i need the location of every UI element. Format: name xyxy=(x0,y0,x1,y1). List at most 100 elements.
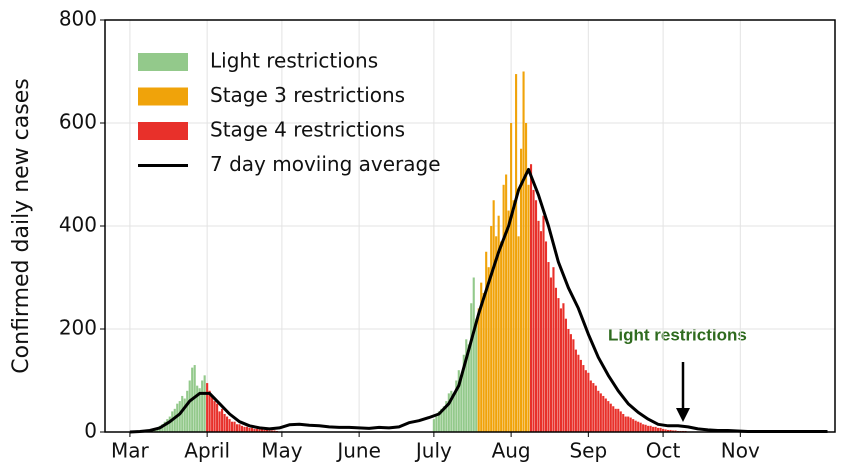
bar xyxy=(231,421,234,432)
bar xyxy=(627,416,630,432)
bar xyxy=(527,184,530,432)
bar xyxy=(669,429,672,432)
bar xyxy=(522,71,525,432)
bar xyxy=(198,388,201,432)
bar xyxy=(203,375,206,432)
bar xyxy=(467,344,470,432)
bar xyxy=(482,292,485,432)
bar xyxy=(579,359,582,432)
x-tick-label: July xyxy=(414,439,452,463)
x-tick-label: April xyxy=(184,439,230,463)
bar xyxy=(532,189,535,432)
bar xyxy=(644,424,647,432)
y-tick-label: 0 xyxy=(84,419,97,443)
bar xyxy=(221,408,224,432)
bar xyxy=(537,220,540,432)
bar xyxy=(659,427,662,432)
bar xyxy=(637,421,640,432)
bar xyxy=(235,424,239,432)
bar xyxy=(168,416,171,432)
bar xyxy=(440,408,443,432)
bar xyxy=(634,420,637,432)
bar xyxy=(562,303,565,432)
bar xyxy=(211,395,214,432)
bar xyxy=(510,123,513,432)
bar xyxy=(186,390,189,432)
y-tick-label: 400 xyxy=(59,213,97,237)
x-tick-label: Mar xyxy=(111,439,150,463)
bar xyxy=(542,215,545,432)
bar xyxy=(599,393,602,432)
bar xyxy=(549,277,553,432)
bar xyxy=(671,430,675,432)
bar xyxy=(529,164,533,432)
bar xyxy=(607,401,610,432)
bar xyxy=(505,174,508,432)
bar xyxy=(507,210,510,432)
bar xyxy=(587,372,590,432)
bar xyxy=(270,430,273,432)
annotation-arrowhead xyxy=(676,408,690,422)
bar xyxy=(674,430,677,432)
bar xyxy=(604,398,607,432)
bar xyxy=(233,421,236,432)
bar xyxy=(260,429,264,432)
bar xyxy=(572,339,575,432)
bar xyxy=(457,370,460,432)
bar xyxy=(515,74,518,432)
bar xyxy=(662,428,665,432)
plot-frame xyxy=(104,19,836,433)
bar xyxy=(557,298,560,432)
bar xyxy=(255,428,259,432)
bar xyxy=(547,262,550,432)
bar xyxy=(567,329,570,432)
bar xyxy=(592,383,595,432)
bar xyxy=(213,401,216,432)
y-axis-label: Confirmed daily new cases xyxy=(9,78,34,373)
bar xyxy=(539,231,543,432)
y-tick-label: 200 xyxy=(59,316,97,340)
bar xyxy=(435,416,438,432)
bar xyxy=(667,429,670,432)
bar xyxy=(432,419,435,432)
legend-label: Light restrictions xyxy=(210,49,378,73)
bar xyxy=(188,380,191,432)
bar xyxy=(206,383,209,432)
bar xyxy=(647,425,650,432)
bar xyxy=(559,308,562,432)
bar xyxy=(654,426,657,432)
bar xyxy=(502,184,505,432)
bar xyxy=(612,406,615,432)
bar xyxy=(629,417,632,432)
bar xyxy=(253,428,256,432)
bar xyxy=(250,427,254,432)
legend-swatch xyxy=(138,122,188,140)
legend-swatch xyxy=(138,87,188,106)
bar xyxy=(173,408,176,432)
bar xyxy=(447,393,450,432)
bar xyxy=(472,277,475,432)
bar xyxy=(437,411,440,432)
bar xyxy=(642,424,645,432)
bar xyxy=(196,385,199,432)
bar xyxy=(181,395,184,432)
bar xyxy=(584,370,587,432)
bar xyxy=(602,395,605,432)
grid xyxy=(105,19,835,433)
bar xyxy=(477,308,480,432)
bar xyxy=(240,425,244,432)
bar xyxy=(258,429,261,432)
bar xyxy=(475,318,478,432)
bar xyxy=(161,424,164,432)
bar xyxy=(619,411,622,432)
bar xyxy=(495,236,498,432)
bar xyxy=(614,408,617,432)
bar xyxy=(544,241,548,432)
bar xyxy=(226,416,229,432)
bar xyxy=(609,403,612,432)
bar xyxy=(455,380,458,432)
bar xyxy=(582,365,585,432)
bar xyxy=(554,287,558,432)
bar xyxy=(245,426,249,432)
